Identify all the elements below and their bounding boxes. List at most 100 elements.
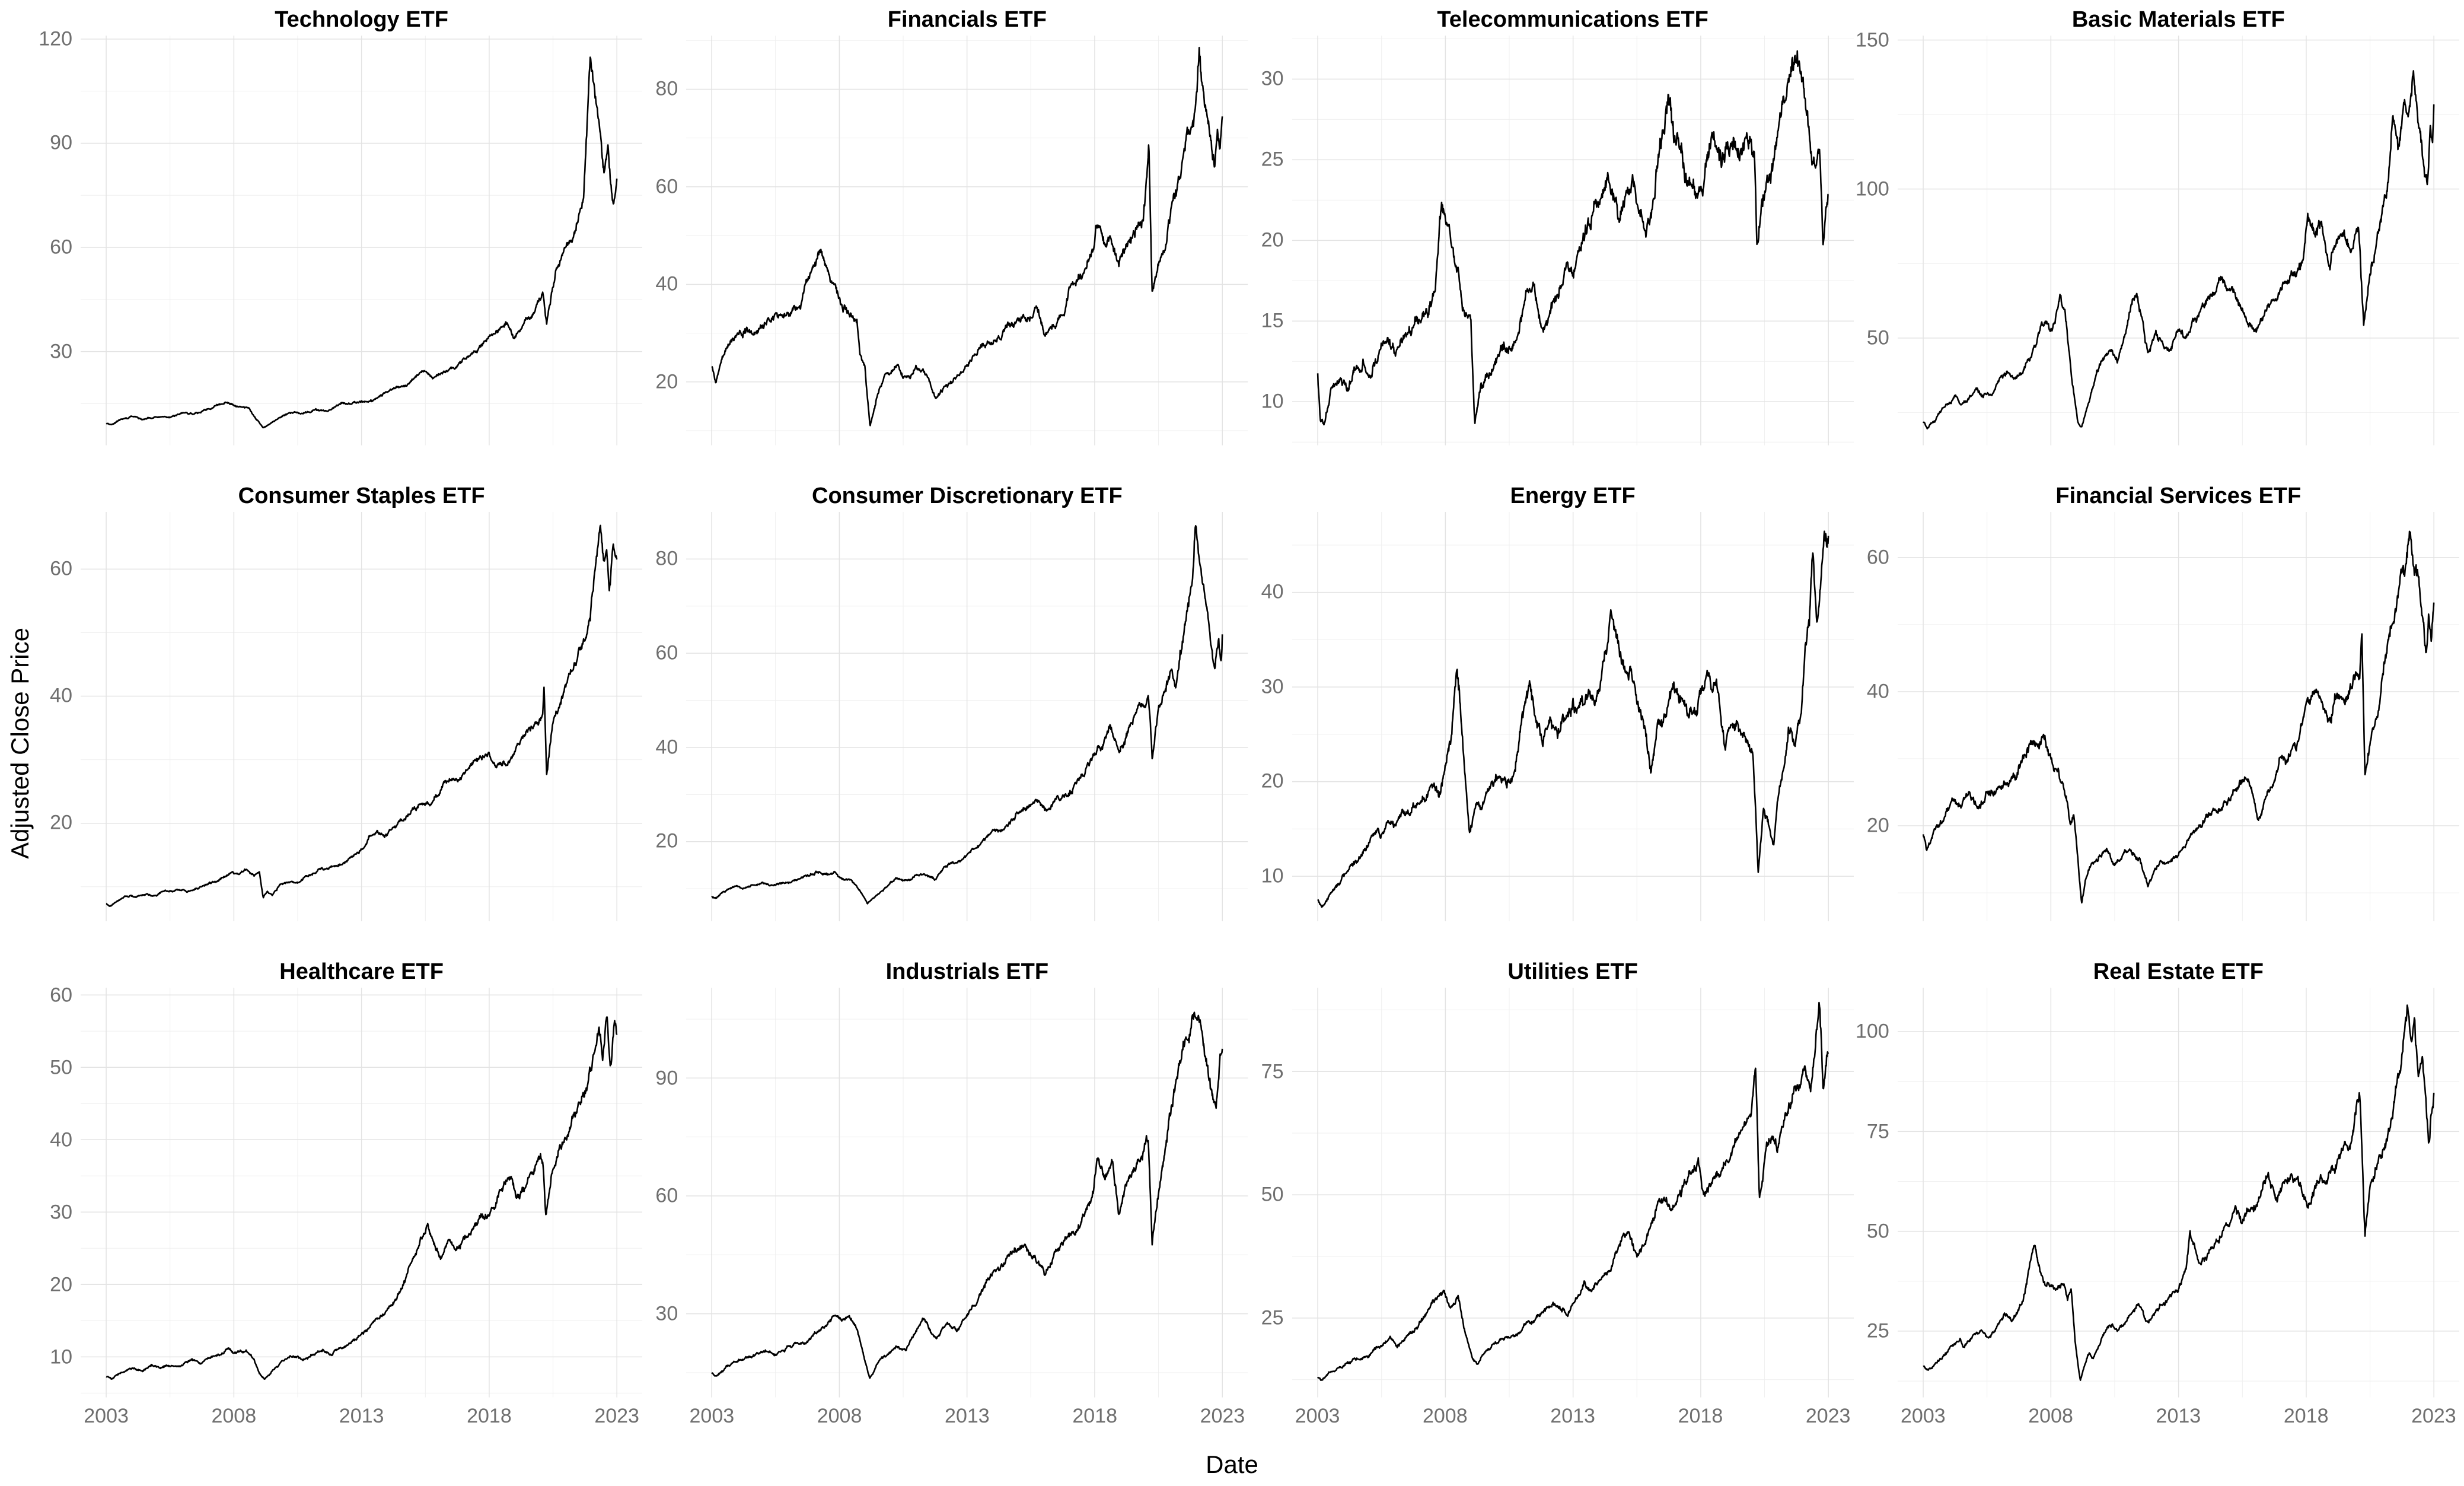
x-tick-label: 2008: [2028, 1405, 2073, 1427]
x-axis-ticks: [686, 921, 1248, 956]
y-tick-label: 30: [1261, 675, 1284, 698]
panel-real-estate-etf: Real Estate ETF 25 50 75 100 2003 2008 2013 2018…: [1854, 956, 2459, 1432]
y-axis-ticks: 30 60 90 120: [37, 27, 81, 446]
plot-svg: [686, 36, 1248, 446]
x-tick-label: 2023: [1200, 1405, 1245, 1427]
series-line: [1318, 51, 1828, 425]
panel-utilities-etf: Utilities ETF 25 50 75 2003 2008 2013 2018 2023: [1248, 956, 1854, 1432]
plot-svg: [1898, 36, 2459, 446]
plot-svg: [1292, 36, 1854, 446]
x-tick-label: 2018: [467, 1405, 512, 1427]
panel-title: Telecommunications ETF: [1437, 7, 1708, 32]
y-tick-label: 40: [50, 684, 72, 707]
panel-title: Consumer Discretionary ETF: [812, 483, 1123, 508]
y-axis-ticks: 10 20 30 40: [1248, 512, 1292, 922]
panel-consumer-discretionary-etf: Consumer Discretionary ETF 20 40 60 80: [642, 480, 1248, 956]
panel-financials-etf: Financials ETF 20 40 60 80: [642, 4, 1248, 480]
y-tick-label: 100: [1856, 1020, 1889, 1043]
y-axis-ticks: 25 50 75 100: [1854, 988, 1898, 1398]
y-tick-label: 75: [1866, 1120, 1889, 1143]
x-axis-ticks: [81, 921, 642, 956]
x-tick-label: 2013: [945, 1405, 990, 1427]
y-axis-ticks: 50 100 150: [1854, 28, 1898, 446]
x-axis-ticks: [1898, 446, 2459, 480]
panel-title: Financials ETF: [887, 7, 1047, 32]
panel-title: Real Estate ETF: [2093, 959, 2264, 985]
x-tick-label: 2018: [1678, 1405, 1723, 1427]
y-tick-label: 30: [50, 1201, 72, 1224]
y-axis-ticks: 20 40 60 80: [642, 36, 686, 446]
panel-title: Financial Services ETF: [2055, 483, 2302, 508]
series-line: [106, 526, 617, 906]
x-tick-label: 2013: [2156, 1405, 2201, 1427]
y-tick-label: 30: [655, 1302, 678, 1325]
x-axis-title: Date: [1206, 1450, 1258, 1478]
x-tick-label: 2018: [2283, 1405, 2329, 1427]
y-tick-label: 60: [50, 984, 72, 1007]
x-axis-ticks: 2003 2008 2013 2018 2023: [1292, 1398, 1854, 1432]
x-tick-label: 2023: [594, 1405, 639, 1427]
x-axis-ticks: 2003 2008 2013 2018 2023: [1898, 1398, 2459, 1432]
y-tick-label: 25: [1261, 148, 1284, 171]
x-tick-label: 2003: [1901, 1405, 1946, 1427]
y-tick-label: 20: [1261, 228, 1284, 252]
panel-healthcare-etf: Healthcare ETF 10 20 30 40 50 60 2003 2008 2013 20…: [37, 956, 642, 1432]
series-line: [712, 526, 1222, 903]
x-axis-ticks: 2003 2008 2013 2018 2023: [81, 1398, 642, 1432]
plot-svg: [1292, 512, 1854, 922]
plot-svg: [81, 512, 642, 922]
series-line: [1318, 1003, 1828, 1380]
series-line: [106, 1017, 617, 1379]
plot-svg: [686, 512, 1248, 922]
y-tick-label: 20: [1261, 769, 1284, 793]
panel-consumer-staples-etf: Consumer Staples ETF 20 40 60: [37, 480, 642, 956]
plot-svg: [1292, 988, 1854, 1398]
plot-svg: [1898, 988, 2459, 1398]
y-tick-label: 90: [655, 1067, 678, 1090]
x-tick-label: 2013: [1550, 1405, 1595, 1427]
y-tick-label: 20: [655, 829, 678, 852]
y-tick-label: 20: [50, 811, 72, 834]
series-line: [712, 1013, 1222, 1378]
y-tick-label: 10: [1261, 864, 1284, 887]
y-tick-label: 120: [39, 27, 72, 50]
y-tick-label: 60: [50, 236, 72, 259]
x-axis-ticks: [686, 446, 1248, 480]
panel-basic-materials-etf: Basic Materials ETF 50 100 150: [1854, 4, 2459, 480]
y-axis-ticks: 30 60 90: [642, 988, 686, 1398]
panel-title: Basic Materials ETF: [2071, 7, 2285, 32]
x-tick-label: 2018: [1072, 1405, 1117, 1427]
series-line: [712, 47, 1222, 425]
y-tick-label: 80: [655, 547, 678, 570]
panel-title: Utilities ETF: [1507, 959, 1638, 985]
y-axis-title: Adjusted Close Price: [6, 627, 34, 859]
y-tick-label: 40: [655, 272, 678, 295]
plot-svg: [686, 988, 1248, 1398]
panel-technology-etf: Technology ETF 30 60 90 120: [37, 4, 642, 480]
series-line: [106, 58, 617, 428]
x-tick-label: 2008: [817, 1405, 862, 1427]
y-tick-label: 60: [50, 557, 72, 580]
series-line: [1923, 1005, 2434, 1380]
y-tick-label: 60: [655, 641, 678, 664]
plot-svg: [1898, 512, 2459, 922]
y-tick-label: 40: [655, 736, 678, 759]
y-tick-label: 50: [50, 1056, 72, 1079]
panel-financial-services-etf: Financial Services ETF 20 40 60: [1854, 480, 2459, 956]
y-tick-label: 90: [50, 131, 72, 154]
y-axis-ticks: 20 40 60 80: [642, 512, 686, 922]
panel-title: Energy ETF: [1510, 483, 1636, 508]
x-tick-label: 2023: [2411, 1405, 2456, 1427]
x-axis-ticks: [1898, 921, 2459, 956]
y-tick-label: 20: [50, 1273, 72, 1296]
panel-energy-etf: Energy ETF 10 20 30 40: [1248, 480, 1854, 956]
y-tick-label: 50: [1866, 326, 1889, 349]
plot-svg: [81, 36, 642, 446]
y-tick-label: 30: [50, 340, 72, 363]
series-line: [1923, 71, 2434, 428]
x-tick-label: 2013: [339, 1405, 384, 1427]
y-tick-label: 150: [1856, 28, 1889, 52]
y-tick-label: 40: [50, 1128, 72, 1151]
y-tick-label: 80: [655, 77, 678, 100]
y-tick-label: 20: [655, 370, 678, 393]
